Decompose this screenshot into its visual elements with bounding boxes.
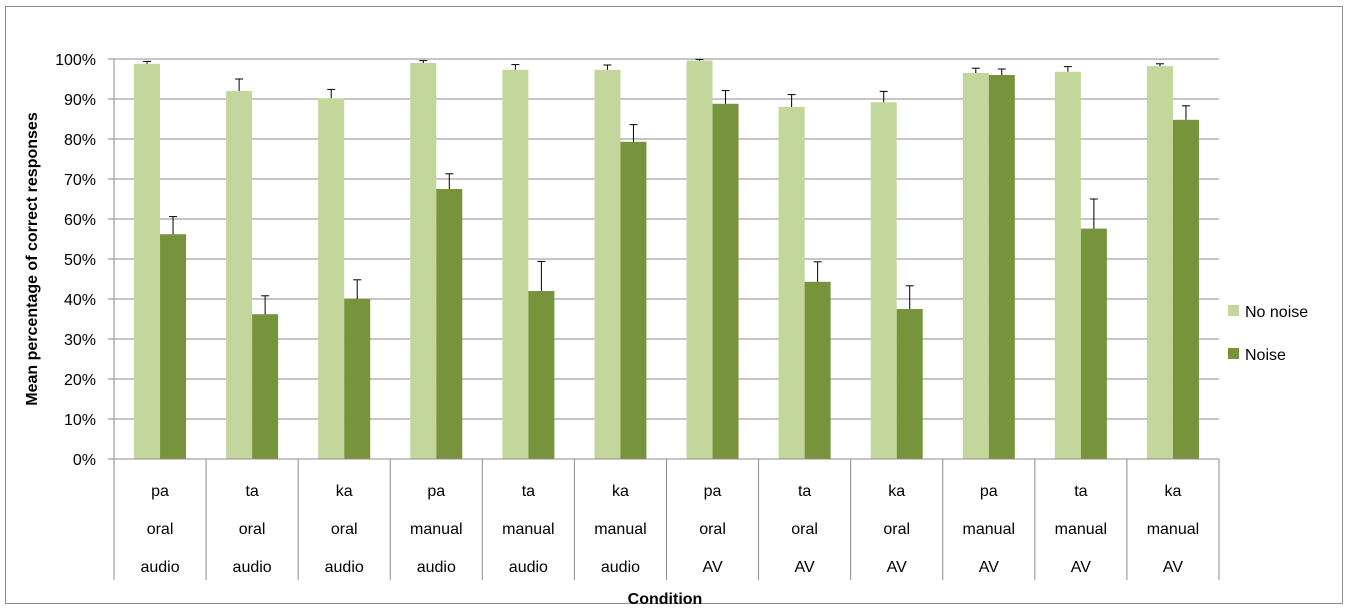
y-tick-label: 70% xyxy=(64,172,96,189)
legend-label-noise: Noise xyxy=(1245,347,1286,364)
bar-no-noise xyxy=(1054,71,1081,460)
y-tick-label: 60% xyxy=(64,212,96,229)
bar-no-noise xyxy=(410,63,437,459)
error-bars xyxy=(143,58,1190,315)
x-tick-label: manual xyxy=(1055,521,1107,538)
y-tick-label: 90% xyxy=(64,92,96,109)
x-tick-label: manual xyxy=(502,521,554,538)
x-tick-label: manual xyxy=(594,521,646,538)
bar-noise xyxy=(712,103,739,460)
legend: No noise Noise xyxy=(1228,304,1308,364)
x-tick-label: oral xyxy=(147,521,174,538)
bar-noise xyxy=(896,309,923,459)
bar-no-noise xyxy=(1146,66,1173,459)
legend-swatch-no-noise xyxy=(1228,305,1239,316)
x-tick-label: pa xyxy=(151,483,169,500)
legend-swatch-noise xyxy=(1228,348,1239,359)
x-tick-labels: pa oral audio ta oral audio ka oral audio pa manua… xyxy=(140,483,1199,576)
x-tick-label: audio xyxy=(417,559,456,576)
axes xyxy=(113,59,1220,580)
bar-no-noise xyxy=(962,73,989,459)
bar-noise xyxy=(252,314,279,459)
x-tick-label: audio xyxy=(140,559,179,576)
x-tick-label: manual xyxy=(410,521,462,538)
x-tick-label: ta xyxy=(798,483,811,500)
bar-no-noise xyxy=(594,69,621,460)
chart-frame xyxy=(5,6,1343,604)
x-tick-label: ka xyxy=(612,483,629,500)
x-tick-label: oral xyxy=(791,521,818,538)
x-tick-label: audio xyxy=(601,559,640,576)
y-tick-label: 80% xyxy=(64,132,96,149)
x-tick-label: pa xyxy=(704,483,722,500)
y-tick-label: 50% xyxy=(64,252,96,269)
x-axis-title: Condition xyxy=(628,591,703,608)
bar-noise xyxy=(1080,228,1107,459)
x-tick-label: ta xyxy=(522,483,535,500)
bar-noise xyxy=(1172,119,1199,460)
x-tick-label: ka xyxy=(1165,483,1182,500)
y-tick-labels: 0% 10% 20% 30% 40% 50% 60% 70% 80% 90% 100% xyxy=(55,52,96,469)
bar-noise xyxy=(528,291,555,459)
bar-noise xyxy=(804,281,831,459)
x-tick-label: AV xyxy=(702,559,722,576)
x-tick-label: ta xyxy=(1074,483,1087,500)
bar-no-noise xyxy=(134,63,161,460)
y-tick-label: 0% xyxy=(73,452,96,469)
y-axis-title: Mean percentage of correct responses xyxy=(24,112,41,406)
bar-noise xyxy=(988,75,1015,459)
x-tick-label: audio xyxy=(509,559,548,576)
legend-label-no-noise: No noise xyxy=(1245,304,1308,321)
x-tick-label: AV xyxy=(887,559,907,576)
x-tick-label: AV xyxy=(795,559,815,576)
x-tick-label: ka xyxy=(888,483,905,500)
y-tick-label: 20% xyxy=(64,372,96,389)
x-tick-label: pa xyxy=(427,483,445,500)
x-tick-label: manual xyxy=(963,521,1015,538)
bars xyxy=(134,60,1199,460)
y-tick-label: 40% xyxy=(64,292,96,309)
bar-no-noise xyxy=(686,60,713,459)
y-tick-label: 100% xyxy=(55,52,96,69)
x-tick-label: AV xyxy=(1163,559,1183,576)
x-tick-label: oral xyxy=(239,521,266,538)
bar-noise xyxy=(160,234,187,459)
gridlines xyxy=(108,58,1219,460)
x-tick-label: oral xyxy=(331,521,358,538)
x-tick-label: audio xyxy=(325,559,364,576)
x-tick-label: oral xyxy=(883,521,910,538)
bar-no-noise xyxy=(778,107,805,459)
y-tick-label: 30% xyxy=(64,332,96,349)
x-tick-label: manual xyxy=(1147,521,1199,538)
bar-no-noise xyxy=(502,69,529,460)
y-tick-label: 10% xyxy=(64,412,96,429)
bar-no-noise xyxy=(870,102,897,459)
x-tick-label: pa xyxy=(980,483,998,500)
bar-noise xyxy=(344,299,371,459)
x-tick-label: AV xyxy=(979,559,999,576)
bar-noise xyxy=(436,189,463,459)
x-tick-label: oral xyxy=(699,521,726,538)
x-tick-label: audio xyxy=(233,559,272,576)
x-tick-label: AV xyxy=(1071,559,1091,576)
x-tick-label: ka xyxy=(336,483,353,500)
bar-noise xyxy=(620,141,647,460)
x-tick-label: ta xyxy=(245,483,258,500)
bar-no-noise xyxy=(226,91,253,459)
bar-no-noise xyxy=(318,98,345,459)
